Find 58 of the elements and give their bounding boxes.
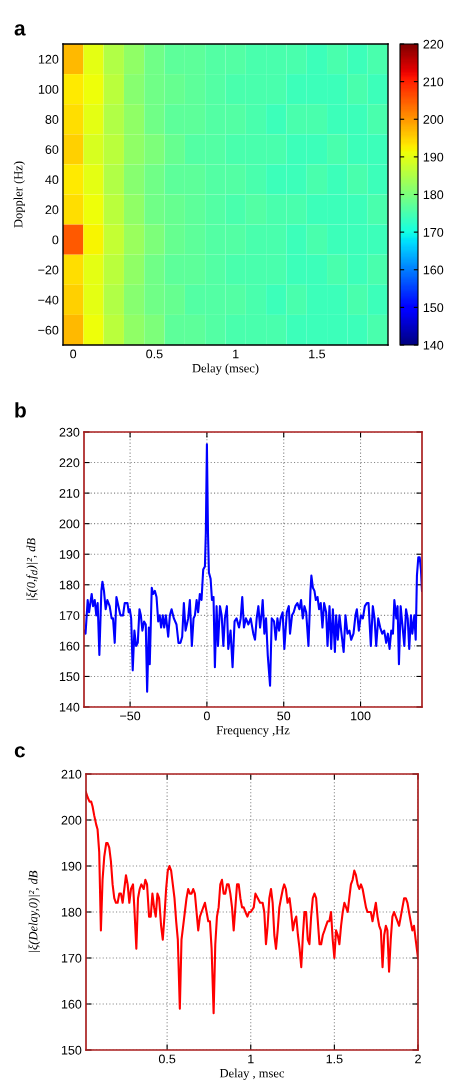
y-tick-label: 140 (59, 702, 80, 712)
color-bar-label: 180 (423, 190, 444, 200)
x-tick-label: 0.5 (146, 349, 163, 359)
y-tick-label: 200 (59, 519, 80, 529)
y-tick-label: 80 (45, 115, 59, 124)
y-tick-label: 180 (61, 907, 82, 917)
x-axis-title: Frequency ,Hz (216, 726, 290, 737)
y-tick-label: 150 (61, 1045, 82, 1055)
y-tick-label: −60 (38, 325, 59, 335)
y-tick-label: 100 (38, 84, 59, 94)
y-axis-title: |ξ(0,f$_{d}$)|², dB (26, 538, 38, 600)
color-bar-label: 200 (423, 115, 444, 124)
y-axis-title: |ξ(Delay,0)|², dB (28, 870, 40, 952)
y-tick-label: 180 (59, 580, 80, 590)
x-axis-title: Delay , msec (219, 1068, 285, 1080)
y-tick-label: 230 (59, 427, 80, 437)
color-bar-label: 160 (423, 265, 444, 275)
y-tick-label: 190 (61, 861, 82, 871)
x-tick-label: −50 (120, 711, 141, 721)
x-axis-title: Delay (msec) (192, 363, 259, 375)
y-tick-label: 160 (59, 641, 80, 651)
y-tick-label: 170 (59, 611, 80, 620)
y-tick-label: 220 (59, 458, 80, 468)
y-tick-label: 170 (61, 953, 82, 963)
y-tick-label: 160 (61, 999, 82, 1009)
x-tick-label: 2 (415, 1054, 421, 1064)
color-bar-label: 170 (423, 227, 444, 237)
y-tick-label: 0 (52, 235, 59, 245)
x-tick-label: 1 (248, 1054, 254, 1064)
x-tick-label: 0.5 (158, 1054, 176, 1064)
y-tick-label: 200 (61, 815, 82, 825)
color-bar-label: 140 (423, 340, 444, 350)
x-tick-label: 1 (233, 349, 239, 359)
y-tick-label: −20 (38, 265, 59, 275)
x-tick-label: 1.5 (326, 1054, 343, 1064)
line-series (84, 443, 422, 693)
line-series (86, 791, 418, 1015)
color-bar-label: 190 (423, 152, 444, 162)
y-tick-label: −40 (38, 295, 59, 305)
y-tick-label: 20 (45, 205, 59, 215)
color-bar-label: 220 (423, 39, 444, 49)
y-axis-title: Doppler (Hz) (13, 161, 25, 228)
x-tick-label: 50 (277, 711, 291, 721)
chart-title: b (15, 402, 26, 418)
chart-title: a (14, 24, 26, 36)
y-tick-label: 190 (59, 550, 80, 559)
x-tick-label: 1.5 (309, 349, 326, 359)
y-tick-label: 40 (45, 175, 59, 185)
y-tick-label: 120 (38, 54, 59, 64)
y-tick-label: 150 (59, 672, 80, 682)
x-tick-label: 100 (351, 711, 371, 721)
color-bar-label: 150 (423, 303, 444, 313)
y-tick-label: 210 (59, 488, 80, 498)
x-tick-label: 0 (203, 711, 210, 721)
y-tick-label: 210 (61, 769, 82, 779)
chart-title: c (14, 746, 25, 758)
y-tick-label: 60 (45, 145, 59, 154)
color-bar-label: 210 (423, 77, 444, 87)
